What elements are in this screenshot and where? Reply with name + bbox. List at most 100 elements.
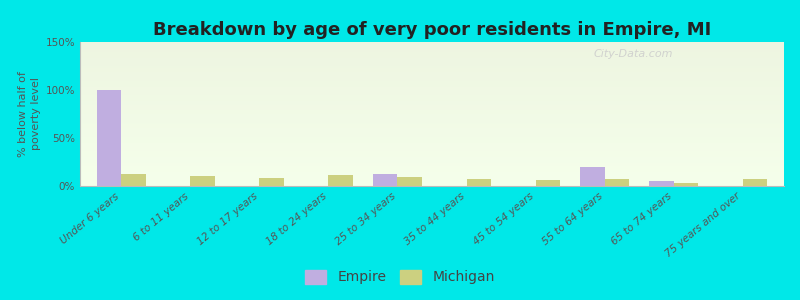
Bar bbox=[80, 163, 784, 164]
Bar bbox=[80, 51, 784, 52]
Bar bbox=[535, 180, 560, 186]
Bar bbox=[80, 78, 784, 80]
Bar bbox=[122, 175, 146, 186]
Bar bbox=[80, 127, 784, 128]
Bar bbox=[80, 89, 784, 91]
Bar bbox=[742, 179, 766, 186]
Bar bbox=[80, 146, 784, 147]
Bar bbox=[80, 105, 784, 107]
Title: Breakdown by age of very poor residents in Empire, MI: Breakdown by age of very poor residents … bbox=[153, 21, 711, 39]
Bar bbox=[80, 59, 784, 61]
Bar bbox=[80, 120, 784, 121]
Bar bbox=[80, 121, 784, 123]
Bar bbox=[80, 68, 784, 69]
Bar bbox=[80, 53, 784, 55]
Bar bbox=[80, 166, 784, 167]
Bar bbox=[80, 85, 784, 87]
Bar bbox=[605, 179, 629, 186]
Bar bbox=[80, 87, 784, 88]
Bar bbox=[80, 64, 784, 65]
Bar bbox=[80, 103, 784, 104]
Bar bbox=[80, 179, 784, 180]
Bar bbox=[190, 176, 214, 186]
Bar bbox=[80, 92, 784, 94]
Bar bbox=[80, 95, 784, 97]
Bar bbox=[80, 153, 784, 154]
Bar bbox=[80, 74, 784, 75]
Bar bbox=[80, 143, 784, 144]
Bar bbox=[466, 179, 490, 186]
Bar bbox=[80, 104, 784, 105]
Bar bbox=[80, 124, 784, 125]
Bar bbox=[650, 181, 674, 186]
Bar bbox=[80, 52, 784, 53]
Bar bbox=[329, 176, 353, 186]
Bar bbox=[580, 167, 605, 186]
Bar bbox=[80, 147, 784, 148]
Bar bbox=[80, 139, 784, 140]
Bar bbox=[80, 144, 784, 146]
Bar bbox=[80, 75, 784, 76]
Bar bbox=[80, 42, 784, 44]
Bar bbox=[80, 157, 784, 159]
Bar bbox=[80, 141, 784, 143]
Bar bbox=[80, 94, 784, 95]
Legend: Empire, Michigan: Empire, Michigan bbox=[300, 264, 500, 290]
Bar bbox=[80, 71, 784, 72]
Bar bbox=[80, 123, 784, 124]
Bar bbox=[80, 107, 784, 108]
Bar bbox=[80, 61, 784, 62]
Bar bbox=[80, 150, 784, 152]
Bar bbox=[80, 117, 784, 118]
Bar bbox=[259, 178, 284, 186]
Bar bbox=[80, 55, 784, 56]
Bar bbox=[80, 148, 784, 150]
Bar bbox=[80, 169, 784, 170]
Bar bbox=[80, 69, 784, 71]
Bar bbox=[80, 136, 784, 137]
Bar bbox=[80, 160, 784, 161]
Bar bbox=[80, 125, 784, 127]
Bar bbox=[80, 45, 784, 46]
Bar bbox=[80, 76, 784, 78]
Bar bbox=[80, 154, 784, 156]
Bar bbox=[374, 173, 398, 186]
Bar bbox=[80, 175, 784, 176]
Bar bbox=[80, 67, 784, 68]
Bar bbox=[80, 49, 784, 51]
Bar bbox=[80, 88, 784, 89]
Bar bbox=[80, 184, 784, 186]
Bar bbox=[80, 56, 784, 58]
Bar bbox=[80, 176, 784, 177]
Bar bbox=[80, 180, 784, 182]
Bar bbox=[80, 62, 784, 64]
Bar bbox=[80, 101, 784, 103]
Bar bbox=[80, 108, 784, 110]
Bar bbox=[80, 140, 784, 141]
Bar bbox=[80, 118, 784, 120]
Bar bbox=[80, 116, 784, 117]
Bar bbox=[80, 112, 784, 114]
Bar bbox=[80, 131, 784, 133]
Bar bbox=[80, 134, 784, 136]
Bar bbox=[80, 182, 784, 183]
Bar bbox=[80, 152, 784, 153]
Bar bbox=[80, 183, 784, 184]
Bar bbox=[80, 164, 784, 166]
Bar bbox=[80, 177, 784, 179]
Bar bbox=[80, 98, 784, 100]
Bar bbox=[80, 167, 784, 169]
Bar bbox=[80, 114, 784, 116]
Bar bbox=[674, 183, 698, 186]
Y-axis label: % below half of
poverty level: % below half of poverty level bbox=[18, 71, 42, 157]
Bar bbox=[80, 156, 784, 157]
Bar bbox=[80, 133, 784, 134]
Bar bbox=[80, 173, 784, 175]
Bar bbox=[80, 161, 784, 163]
Bar bbox=[80, 130, 784, 131]
Bar bbox=[80, 81, 784, 82]
Bar bbox=[80, 97, 784, 98]
Bar bbox=[80, 137, 784, 139]
Bar bbox=[80, 80, 784, 81]
Bar bbox=[80, 44, 784, 45]
